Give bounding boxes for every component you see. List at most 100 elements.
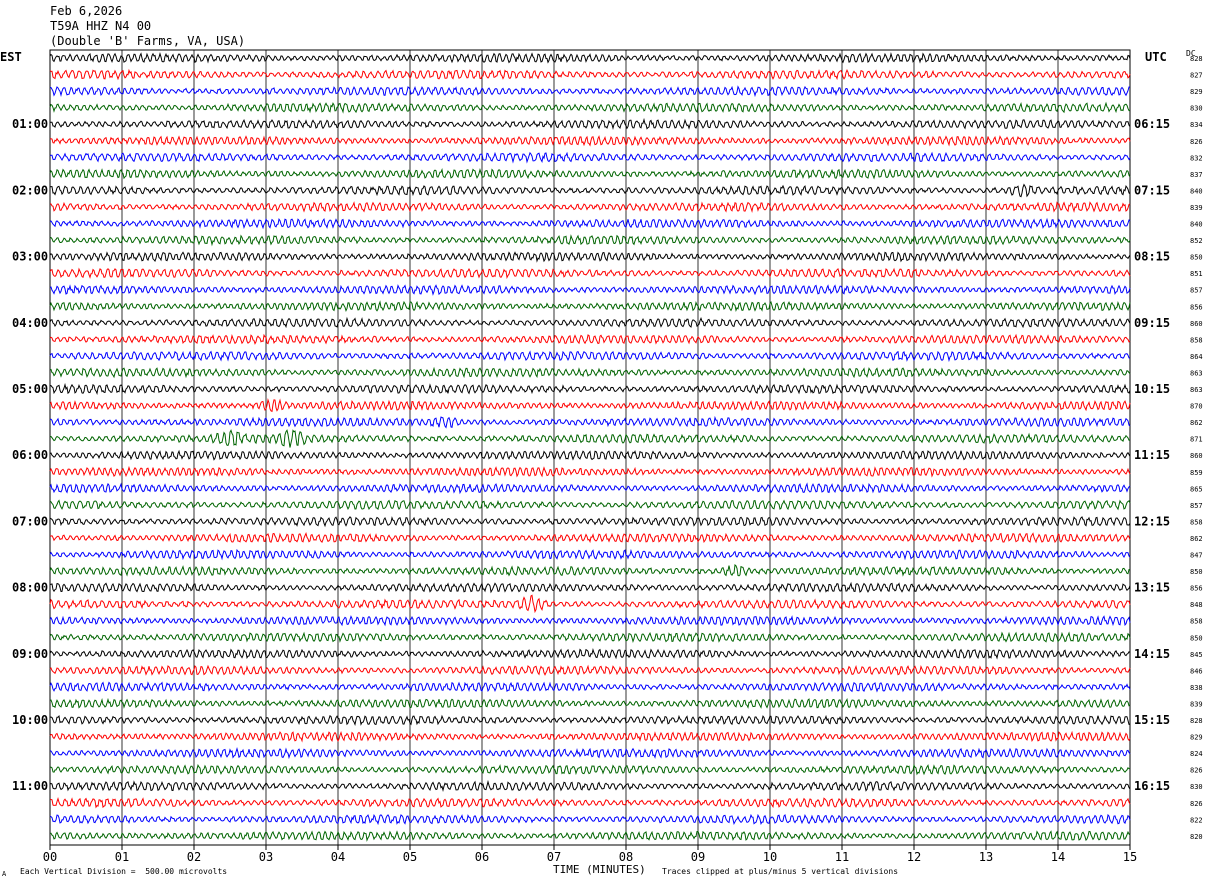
dc-offset-label: 822: [1190, 816, 1203, 824]
seismic-trace: [50, 797, 1131, 809]
dc-offset-label: 860: [1190, 452, 1203, 460]
dc-offset-label: 830: [1190, 105, 1203, 113]
hour-label-left: 05:00: [12, 382, 48, 396]
dc-offset-label: 828: [1190, 55, 1203, 63]
seismic-trace: [49, 398, 1131, 413]
dc-offset-label: 862: [1190, 535, 1203, 543]
hour-label-right: 06:15: [1134, 117, 1170, 131]
x-tick-label: 04: [331, 850, 345, 864]
x-tick-label: 11: [835, 850, 849, 864]
x-axis-label: TIME (MINUTES): [553, 863, 646, 876]
dc-offset-label: 829: [1190, 734, 1203, 742]
dc-offset-label: 826: [1190, 767, 1203, 775]
seismic-trace: [49, 350, 1131, 363]
grid-layer: [49, 49, 1131, 850]
trace-layer: [49, 51, 1131, 842]
dc-offset-label: 860: [1190, 320, 1203, 328]
hour-label-right: 12:15: [1134, 514, 1170, 528]
seismic-trace: [49, 516, 1131, 528]
hour-label-right: 16:15: [1134, 779, 1170, 793]
seismic-trace: [49, 581, 1131, 594]
hour-label-left: 11:00: [12, 779, 48, 793]
timezone-right-label: UTC: [1145, 50, 1167, 64]
dc-offset-label: 850: [1190, 634, 1203, 642]
dc-column-label: DC: [1186, 49, 1196, 58]
hour-label-right: 11:15: [1134, 448, 1170, 462]
corner-mark: A: [2, 870, 7, 878]
dc-offset-label: 857: [1190, 287, 1203, 295]
x-tick-label: 08: [619, 850, 633, 864]
seismic-trace: [49, 499, 1131, 511]
seismic-trace: [49, 415, 1131, 429]
hour-label-left: 09:00: [12, 647, 48, 661]
clip-note: Traces clipped at plus/minus 5 vertical …: [662, 867, 899, 876]
hour-label-right: 08:15: [1134, 250, 1170, 264]
seismic-trace: [49, 284, 1131, 296]
seismic-trace: [49, 85, 1130, 98]
dc-offset-label: 864: [1190, 353, 1203, 361]
seismic-trace: [49, 647, 1131, 660]
dc-offset-label: 837: [1190, 171, 1203, 179]
dc-offset-label: 847: [1190, 552, 1203, 560]
seismic-trace: [49, 615, 1131, 627]
hour-label-right: 15:15: [1134, 713, 1170, 727]
seismic-trace: [49, 429, 1131, 448]
hour-label-right: 09:15: [1134, 316, 1170, 330]
dc-offset-label: 846: [1190, 667, 1203, 675]
x-tick-label: 12: [907, 850, 921, 864]
seismic-trace: [49, 300, 1131, 313]
seismic-trace: [49, 594, 1131, 614]
dc-offset-label: 826: [1190, 800, 1203, 808]
location-label: (Double 'B' Farms, VA, USA): [50, 34, 246, 48]
seismic-trace: [49, 135, 1131, 147]
dc-offset-label: 828: [1190, 717, 1203, 725]
x-tick-label: 06: [475, 850, 489, 864]
seismic-trace: [49, 482, 1131, 495]
hour-label-right: 14:15: [1134, 647, 1170, 661]
seismic-trace: [49, 697, 1131, 709]
dc-offset-label: 827: [1190, 72, 1203, 80]
seismic-trace: [49, 664, 1131, 676]
dc-offset-label: 824: [1190, 750, 1203, 758]
label-layer: 00 01 02 03 04 05 06 07 08 09 10 11 12 13 14 15 828 827 82…: [12, 55, 1203, 864]
dc-offset-label: 863: [1190, 386, 1203, 394]
seismic-trace: [49, 548, 1131, 561]
hour-label-left: 02:00: [12, 183, 48, 197]
seismic-trace: [49, 730, 1131, 743]
seismic-trace: [49, 117, 1131, 131]
dc-offset-label: 863: [1190, 369, 1203, 377]
dc-offset-label: 865: [1190, 485, 1203, 493]
hour-label-left: 07:00: [12, 514, 48, 528]
dc-offset-label: 859: [1190, 469, 1203, 477]
dc-offset-label: 840: [1190, 187, 1203, 195]
dc-offset-label: 858: [1190, 336, 1203, 344]
x-tick-label: 05: [403, 850, 417, 864]
dc-offset-label: 858: [1190, 518, 1203, 526]
x-tick-label: 03: [259, 850, 273, 864]
seismic-trace: [49, 101, 1130, 114]
station-label: T59A HHZ N4 00: [50, 19, 152, 33]
dc-offset-label: 840: [1190, 221, 1203, 229]
dc-offset-label: 839: [1190, 204, 1203, 212]
dc-offset-label: 852: [1190, 237, 1203, 245]
seismic-trace: [49, 183, 1131, 198]
date-label: Feb 6,2026: [50, 4, 123, 18]
plot-frame: [49, 49, 1131, 846]
dc-offset-label: 850: [1190, 568, 1203, 576]
dc-offset-label: 857: [1190, 502, 1203, 510]
seismic-trace: [49, 813, 1131, 826]
hour-label-left: 10:00: [12, 713, 48, 727]
hour-label-left: 01:00: [12, 117, 48, 131]
hour-label-right: 10:15: [1134, 382, 1170, 396]
x-tick-label: 07: [547, 850, 561, 864]
hour-label-left: 04:00: [12, 316, 48, 330]
dc-offset-label: 871: [1190, 436, 1203, 444]
timezone-left-label: EST: [0, 50, 22, 64]
seismic-trace: [49, 532, 1131, 544]
seismic-trace: [49, 366, 1131, 379]
dc-offset-label: 856: [1190, 585, 1203, 593]
seismic-trace: [49, 217, 1131, 230]
seismic-trace: [49, 316, 1131, 329]
seismic-trace: [49, 714, 1130, 727]
hour-label-left: 08:00: [12, 581, 48, 595]
